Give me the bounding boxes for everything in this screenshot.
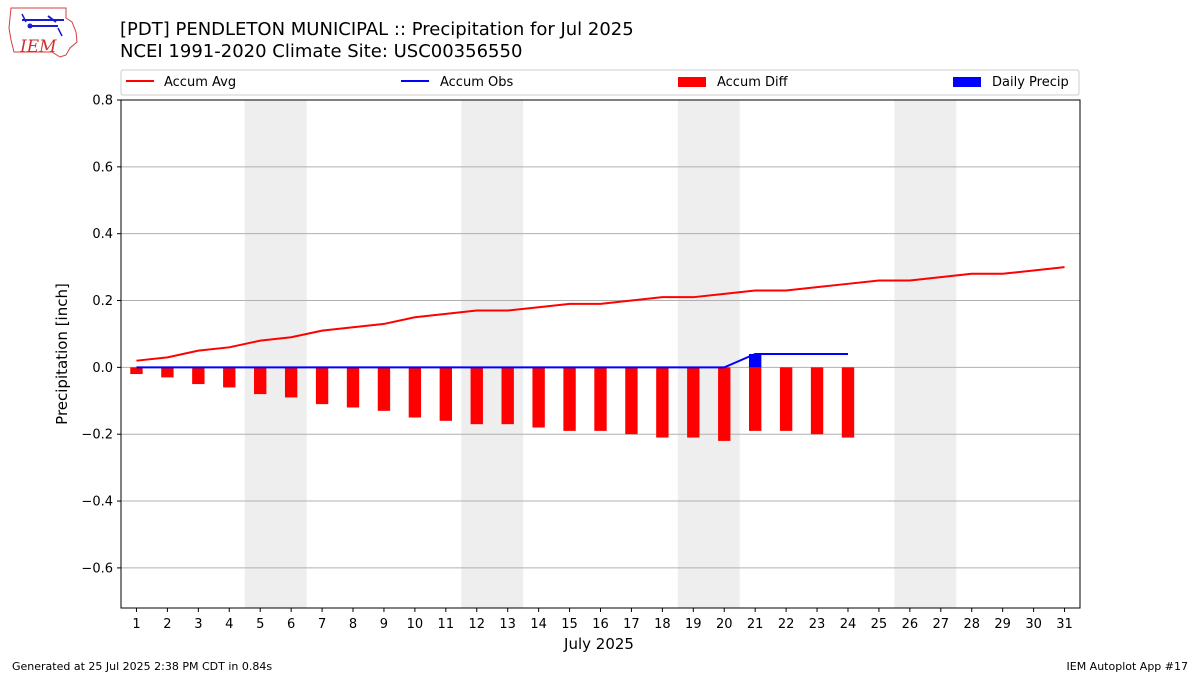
x-tick-label: 31 bbox=[1056, 617, 1073, 632]
accum-diff-bar bbox=[779, 367, 793, 431]
accum-avg-line bbox=[136, 266, 1065, 362]
footer-app: IEM Autoplot App #17 bbox=[1066, 660, 1189, 673]
y-axis-ticks: −0.6 −0.4 −0.2 0.0 0.2 0.4 0.6 0.8 bbox=[81, 94, 121, 576]
x-tick-label: 7 bbox=[318, 617, 326, 632]
weekend-band-2 bbox=[677, 100, 740, 608]
x-tick-label: 12 bbox=[468, 617, 485, 632]
logo-text: IEM bbox=[19, 37, 57, 57]
x-tick-label: 27 bbox=[933, 617, 950, 632]
accum-diff-bar bbox=[408, 367, 422, 418]
accum-diff-bar bbox=[377, 367, 391, 411]
x-tick-label: 9 bbox=[380, 617, 388, 632]
accum-diff-bar bbox=[470, 367, 483, 425]
legend-diff-label: Accum Diff bbox=[717, 75, 789, 90]
x-tick-label: 16 bbox=[592, 617, 609, 632]
x-tick-label: 28 bbox=[963, 617, 980, 632]
x-tick-label: 13 bbox=[499, 617, 516, 632]
accum-diff-bars bbox=[130, 367, 855, 441]
accum-diff-bar bbox=[284, 367, 298, 398]
accum-diff-bar bbox=[841, 367, 855, 438]
accum-diff-bar bbox=[501, 367, 514, 425]
legend-daily-swatch bbox=[953, 77, 981, 87]
x-tick-label: 17 bbox=[623, 617, 640, 632]
y-tick-label: −0.4 bbox=[81, 495, 113, 510]
accum-diff-bar bbox=[625, 367, 638, 435]
accum-diff-bar bbox=[223, 367, 236, 388]
accum-diff-bar bbox=[656, 367, 669, 438]
y-tick-label: −0.2 bbox=[81, 428, 113, 443]
legend: Accum Avg Accum Obs Accum Diff Daily Pre… bbox=[120, 69, 1080, 96]
x-tick-label: 14 bbox=[530, 617, 547, 632]
legend-daily-label: Daily Precip bbox=[992, 75, 1069, 90]
legend-diff-swatch bbox=[678, 77, 706, 87]
x-tick-label: 18 bbox=[654, 617, 671, 632]
accum-diff-bar bbox=[718, 367, 731, 441]
x-tick-label: 2 bbox=[163, 617, 171, 632]
accum-diff-bar bbox=[687, 367, 700, 438]
x-tick-label: 1 bbox=[132, 617, 140, 632]
accum-diff-bar bbox=[315, 367, 329, 405]
accum-diff-bar bbox=[748, 367, 762, 431]
accum-diff-bar bbox=[254, 367, 267, 395]
accum-diff-bar bbox=[130, 367, 143, 375]
accum-diff-bar bbox=[594, 367, 607, 431]
x-tick-label: 11 bbox=[438, 617, 455, 632]
x-tick-label: 19 bbox=[685, 617, 702, 632]
footer-generated: Generated at 25 Jul 2025 2:38 PM CDT in … bbox=[12, 660, 273, 673]
weekend-band-1 bbox=[461, 100, 524, 608]
accum-diff-bar bbox=[810, 367, 824, 435]
x-tick-label: 3 bbox=[194, 617, 202, 632]
accum-diff-bar bbox=[346, 367, 360, 408]
iem-logo: IEM bbox=[8, 7, 78, 58]
y-tick-label: 0.0 bbox=[92, 361, 113, 376]
x-tick-label: 23 bbox=[809, 617, 826, 632]
y-tick-label: −0.6 bbox=[81, 561, 113, 576]
weekend-band-3 bbox=[894, 100, 957, 608]
accum-obs-line bbox=[136, 353, 848, 369]
x-tick-label: 20 bbox=[716, 617, 733, 632]
accum-diff-bar bbox=[439, 367, 453, 421]
weekend-band-0 bbox=[244, 100, 307, 608]
chart-title: [PDT] PENDLETON MUNICIPAL :: Precipitati… bbox=[120, 19, 634, 40]
daily-precip-bars bbox=[748, 354, 762, 368]
weekend-shading bbox=[244, 100, 957, 608]
x-axis-ticks: 1 2 3 4 5 6 7 8 9 10 11 12 13 14 15 16 17 18 19 20 21 22 23 24 2… bbox=[132, 608, 1073, 632]
x-tick-label: 24 bbox=[840, 617, 857, 632]
chart-subtitle: NCEI 1991-2020 Climate Site: USC00356550 bbox=[120, 41, 522, 62]
legend-avg-label: Accum Avg bbox=[164, 75, 236, 90]
x-tick-label: 6 bbox=[287, 617, 295, 632]
y-tick-label: 0.4 bbox=[92, 227, 113, 242]
x-tick-label: 10 bbox=[407, 617, 424, 632]
x-tick-label: 8 bbox=[349, 617, 357, 632]
x-tick-label: 15 bbox=[561, 617, 578, 632]
y-tick-label: 0.8 bbox=[92, 94, 113, 109]
legend-obs-label: Accum Obs bbox=[440, 75, 513, 90]
x-tick-label: 26 bbox=[902, 617, 919, 632]
x-tick-label: 29 bbox=[994, 617, 1011, 632]
accum-diff-bar bbox=[532, 367, 545, 428]
accum-diff-bar bbox=[161, 367, 174, 378]
y-tick-label: 0.2 bbox=[92, 294, 113, 309]
x-tick-label: 30 bbox=[1025, 617, 1042, 632]
x-tick-label: 22 bbox=[778, 617, 795, 632]
accum-diff-bar bbox=[563, 367, 576, 431]
x-tick-label: 4 bbox=[225, 617, 233, 632]
accum-diff-bar bbox=[192, 367, 205, 385]
x-axis-label: July 2025 bbox=[563, 635, 634, 653]
x-tick-label: 21 bbox=[747, 617, 764, 632]
x-tick-label: 5 bbox=[256, 617, 264, 632]
daily-precip-bar bbox=[748, 354, 762, 368]
y-axis-label: Precipitation [inch] bbox=[53, 283, 71, 425]
y-tick-label: 0.6 bbox=[92, 160, 113, 175]
x-tick-label: 25 bbox=[871, 617, 888, 632]
